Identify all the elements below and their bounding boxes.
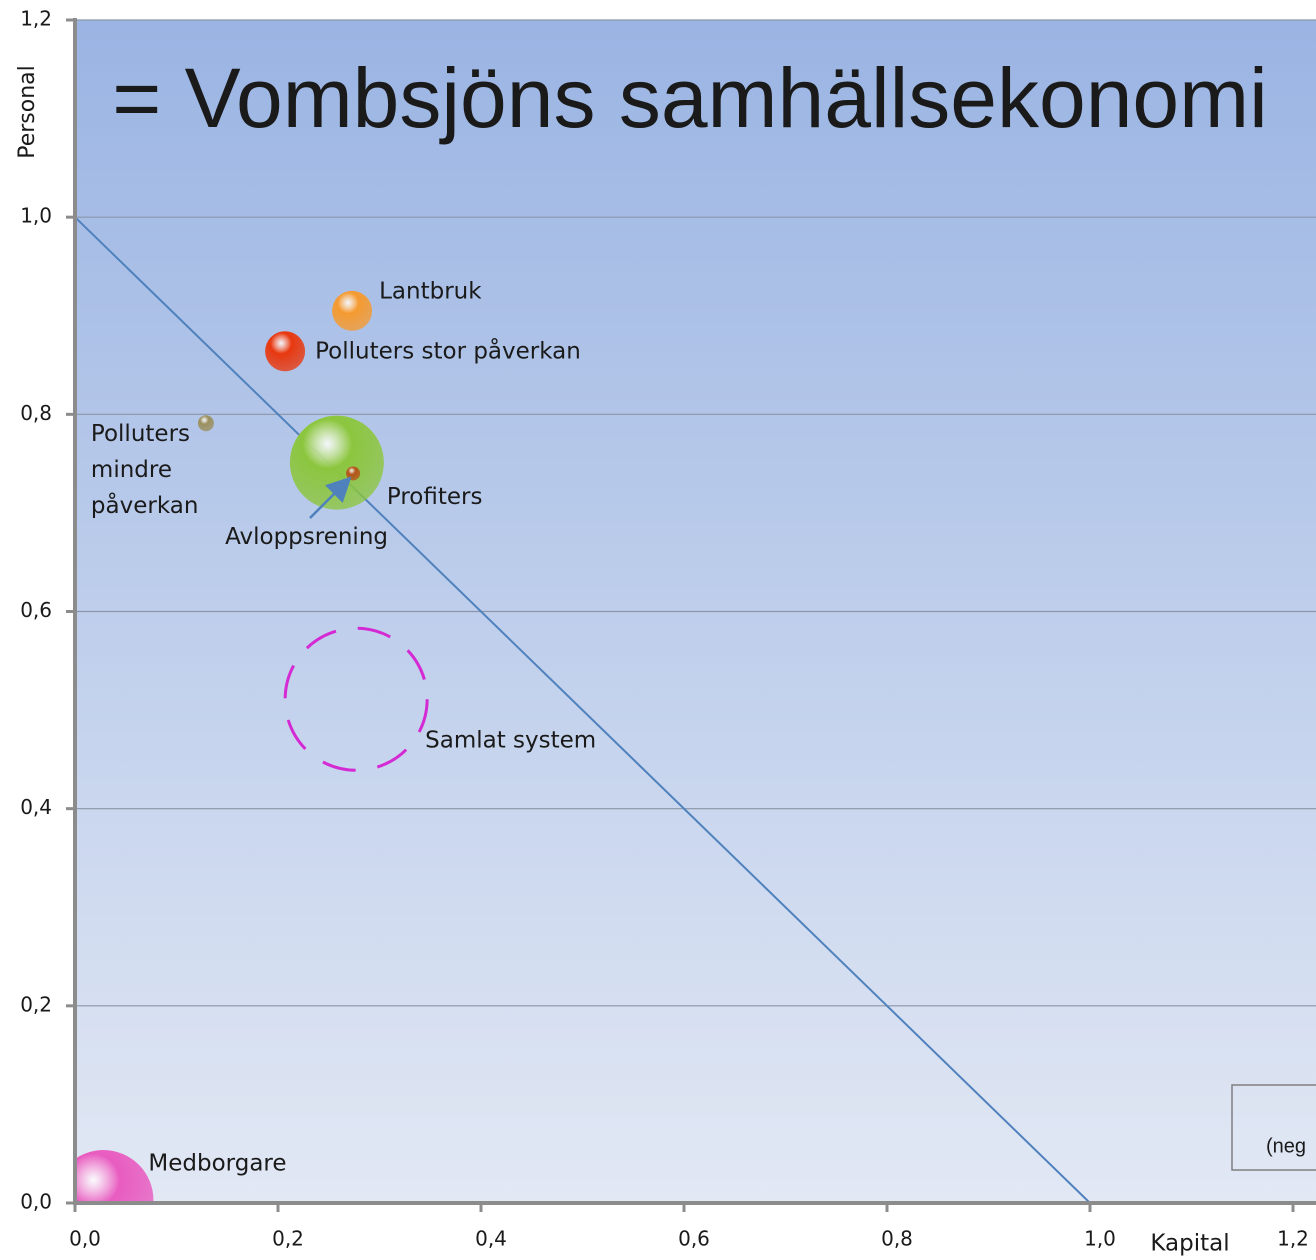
x-tick-label: 0,8 <box>881 1227 913 1251</box>
x-tick-label: 0,6 <box>678 1227 710 1251</box>
y-tick-label: 0,2 <box>20 992 52 1016</box>
x-axis-label: Kapital <box>1150 1231 1229 1257</box>
annotation: (neg <box>1266 1135 1306 1157</box>
bubble <box>283 626 429 772</box>
bubble <box>265 331 306 372</box>
bubble <box>332 290 373 331</box>
bubble-label: Profiters <box>387 484 483 510</box>
line <box>75 216 1091 1203</box>
x-tick-label: 0,4 <box>475 1227 507 1251</box>
bubble-label: Polluters stor påverkan <box>315 337 581 365</box>
x-tick-label: 0,2 <box>272 1227 304 1251</box>
annotation-box <box>1231 1084 1316 1171</box>
y-tick-label: 0,8 <box>20 401 52 425</box>
y-tick-label: 0,4 <box>20 795 52 819</box>
bubble-label: Avloppsrening <box>225 524 388 550</box>
bubble-label: Medborgare <box>148 1151 286 1177</box>
bubble-label: Lantbruk <box>379 278 482 304</box>
bubble-label: Polluters mindre påverkan <box>91 421 199 519</box>
bubble <box>289 415 384 510</box>
bubble <box>75 1150 154 1203</box>
x-tick-label: 1,2 <box>1277 1227 1309 1251</box>
bubble <box>346 466 361 481</box>
y-axis-label: Personal <box>15 65 40 159</box>
bubble-label: Samlat system <box>425 728 596 754</box>
x-tick-label: 0,0 <box>69 1227 101 1251</box>
y-tick-label: 1,0 <box>20 204 52 228</box>
y-tick-label: 1,2 <box>20 7 52 31</box>
y-tick-label: 0,6 <box>20 598 52 622</box>
bubble <box>197 415 214 432</box>
y-tick-label: 0,0 <box>20 1190 52 1214</box>
chart-title: = Vombsjöns samhällsekonomi <box>112 51 1268 145</box>
arrow <box>309 476 352 519</box>
x-tick-label: 1,0 <box>1084 1227 1116 1251</box>
